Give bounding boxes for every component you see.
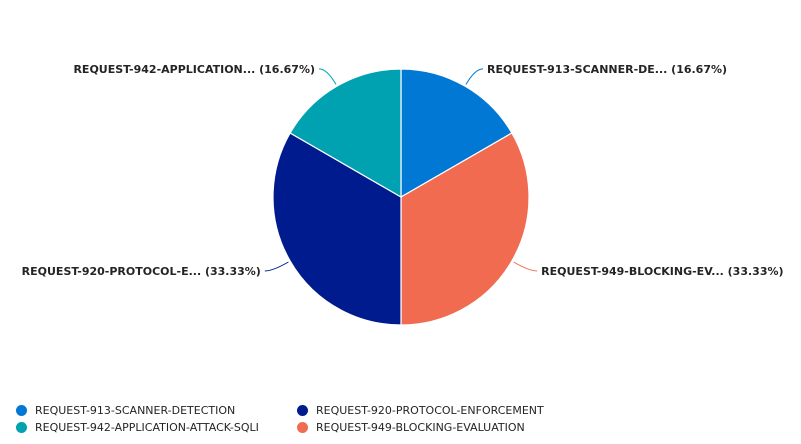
legend-label: REQUEST-913-SCANNER-DETECTION: [35, 403, 236, 417]
legend-label: REQUEST-942-APPLICATION-ATTACK-SQLI: [35, 420, 259, 434]
leader-line: [264, 261, 289, 272]
pie-slice[interactable]: [400, 68, 513, 199]
legend-label: REQUEST-920-PROTOCOL-ENFORCEMENT: [316, 403, 544, 417]
legend-item[interactable]: REQUEST-942-APPLICATION-ATTACK-SQLI: [16, 420, 297, 434]
legend-marker: [16, 421, 27, 433]
data-label: REQUEST-913-SCANNER-DE... (16.67%): [487, 63, 727, 76]
pie-slice[interactable]: [289, 68, 402, 199]
legend-item[interactable]: REQUEST-913-SCANNER-DETECTION: [16, 403, 297, 417]
leader-line: [513, 261, 538, 272]
data-label: REQUEST-942-APPLICATION... (16.67%): [73, 63, 315, 76]
legend-marker: [297, 421, 308, 433]
legend-item[interactable]: REQUEST-949-BLOCKING-EVALUATION: [297, 420, 576, 434]
leader-line: [318, 68, 337, 85]
data-label: REQUEST-949-BLOCKING-EV... (33.33%): [541, 265, 783, 278]
pie-slices: [272, 68, 530, 326]
legend: REQUEST-913-SCANNER-DETECTION REQUEST-92…: [16, 403, 576, 434]
legend-marker: [297, 404, 308, 416]
legend-marker: [16, 404, 27, 416]
pie-slice[interactable]: [272, 132, 402, 326]
data-label: REQUEST-920-PROTOCOL-E... (33.33%): [22, 265, 261, 278]
legend-label: REQUEST-949-BLOCKING-EVALUATION: [316, 420, 525, 434]
pie-slice[interactable]: [400, 132, 530, 326]
leader-line: [465, 68, 484, 85]
pie-data-labels: REQUEST-913-SCANNER-DE... (16.67%) REQUES…: [22, 63, 784, 278]
legend-item[interactable]: REQUEST-920-PROTOCOL-ENFORCEMENT: [297, 403, 576, 417]
